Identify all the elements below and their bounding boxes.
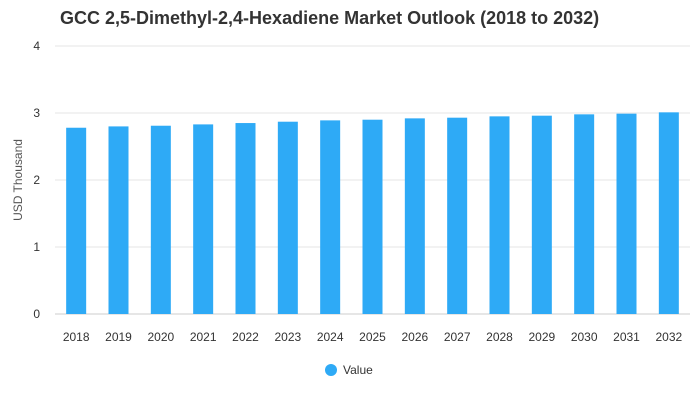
x-tick-label: 2023 [274, 330, 301, 344]
x-tick-label: 2020 [147, 330, 174, 344]
y-tick-label: 1 [33, 240, 40, 254]
bar[interactable] [277, 121, 298, 315]
bar[interactable] [235, 123, 256, 314]
y-tick-label: 3 [33, 106, 40, 120]
x-tick-label: 2028 [486, 330, 513, 344]
bar[interactable] [150, 125, 171, 314]
y-axis: 0 1 2 3 4 [33, 39, 40, 321]
bar-series [66, 112, 679, 315]
x-tick-label: 2030 [571, 330, 598, 344]
y-tick-label: 2 [33, 173, 40, 187]
bar[interactable] [404, 118, 425, 314]
bar[interactable] [362, 119, 383, 314]
x-axis: 2018 2019 2020 2021 2022 2023 2024 2025 2026 2027… [63, 330, 683, 344]
x-tick-label: 2029 [528, 330, 555, 344]
bar[interactable] [658, 112, 679, 314]
x-tick-label: 2021 [190, 330, 217, 344]
bar[interactable] [66, 127, 87, 315]
legend[interactable]: Value [325, 363, 373, 377]
bar[interactable] [489, 116, 510, 314]
x-tick-label: 2022 [232, 330, 259, 344]
x-tick-label: 2027 [444, 330, 471, 344]
bar[interactable] [616, 113, 637, 314]
bar[interactable] [193, 124, 214, 314]
legend-label-value: Value [343, 363, 373, 377]
x-tick-label: 2025 [359, 330, 386, 344]
x-tick-label: 2031 [613, 330, 640, 344]
x-tick-label: 2019 [105, 330, 132, 344]
bar[interactable] [320, 120, 341, 315]
y-tick-label: 4 [33, 39, 40, 53]
y-tick-label: 0 [33, 307, 40, 321]
bar[interactable] [574, 114, 595, 314]
x-tick-label: 2018 [63, 330, 90, 344]
x-tick-label: 2024 [317, 330, 344, 344]
bar[interactable] [108, 126, 129, 315]
bar[interactable] [447, 117, 468, 314]
chart-title: GCC 2,5-Dimethyl-2,4-Hexadiene Market Ou… [60, 8, 600, 28]
y-axis-title: USD Thousand [11, 139, 25, 221]
bar[interactable] [531, 115, 552, 315]
x-tick-label: 2026 [401, 330, 428, 344]
x-tick-label: 2032 [655, 330, 682, 344]
legend-marker-value [325, 364, 337, 376]
